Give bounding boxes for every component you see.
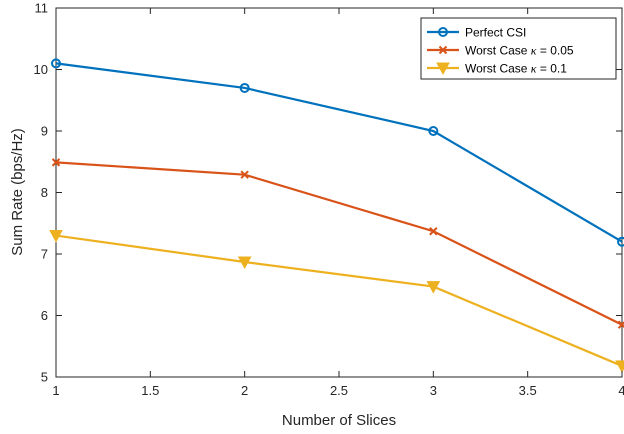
data-point: [49, 230, 63, 243]
data-point: [51, 158, 61, 167]
data-point: [239, 82, 250, 93]
legend-label: Perfect CSI: [465, 26, 526, 40]
x-tick-label: 1: [52, 383, 59, 398]
data-point: [617, 236, 624, 247]
legend-label-part: = 0.1: [537, 62, 568, 76]
y-axis-title: Sum Rate (bps/Hz): [9, 128, 26, 256]
y-tick-label: 5: [41, 370, 48, 385]
series-layer: [49, 58, 624, 373]
data-point: [428, 126, 439, 136]
series-line: [55, 62, 623, 243]
data-point: [429, 227, 438, 236]
x-tick-label: 4: [618, 383, 624, 398]
series-1: [51, 58, 624, 247]
series-line: [55, 234, 623, 367]
x-tick-label: 2.5: [330, 383, 348, 398]
series-line: [55, 161, 623, 326]
data-point: [426, 281, 441, 294]
legend-label-part: = 0.05: [537, 44, 574, 58]
legend-label-part: Worst Case: [465, 62, 531, 76]
data-point: [438, 27, 448, 37]
y-tick-label: 7: [41, 247, 48, 262]
y-tick-label: 9: [41, 124, 48, 139]
x-axis: 1 1.5 2 2.5 3 3.5 4: [52, 8, 624, 398]
y-tick-label: 8: [41, 185, 48, 200]
legend-label: Worst Case κ = 0.05: [465, 44, 574, 58]
legend-item: Worst Case κ = 0.1: [427, 62, 567, 76]
x-tick-label: 1.5: [141, 383, 159, 398]
legend-label-part: Worst Case: [465, 44, 531, 58]
x-axis-title: Number of Slices: [282, 412, 396, 429]
y-tick-label: 11: [35, 1, 49, 16]
legend-label-part: κ: [531, 62, 537, 76]
data-point: [615, 360, 624, 373]
legend-label-part: κ: [531, 44, 537, 58]
legend-label-part: Perfect CSI: [465, 26, 526, 40]
series-3: [49, 230, 624, 373]
x-tick-label: 2: [241, 383, 248, 398]
legend-item: Worst Case κ = 0.05: [427, 44, 574, 58]
x-tick-label: 3.5: [519, 383, 537, 398]
data-point: [617, 320, 624, 329]
legend-item: Perfect CSI: [427, 26, 526, 40]
legend-label: Worst Case κ = 0.1: [465, 62, 567, 76]
y-tick-label: 10: [34, 62, 48, 77]
data-point: [436, 62, 450, 76]
y-axis: 5 6 7 8 9 10 11: [34, 1, 622, 385]
data-point: [237, 256, 252, 270]
data-point: [240, 170, 249, 179]
data-point: [51, 58, 61, 69]
data-point: [438, 45, 448, 55]
y-tick-label: 6: [41, 308, 48, 323]
x-tick-label: 3: [430, 383, 437, 398]
series-2: [51, 158, 624, 329]
